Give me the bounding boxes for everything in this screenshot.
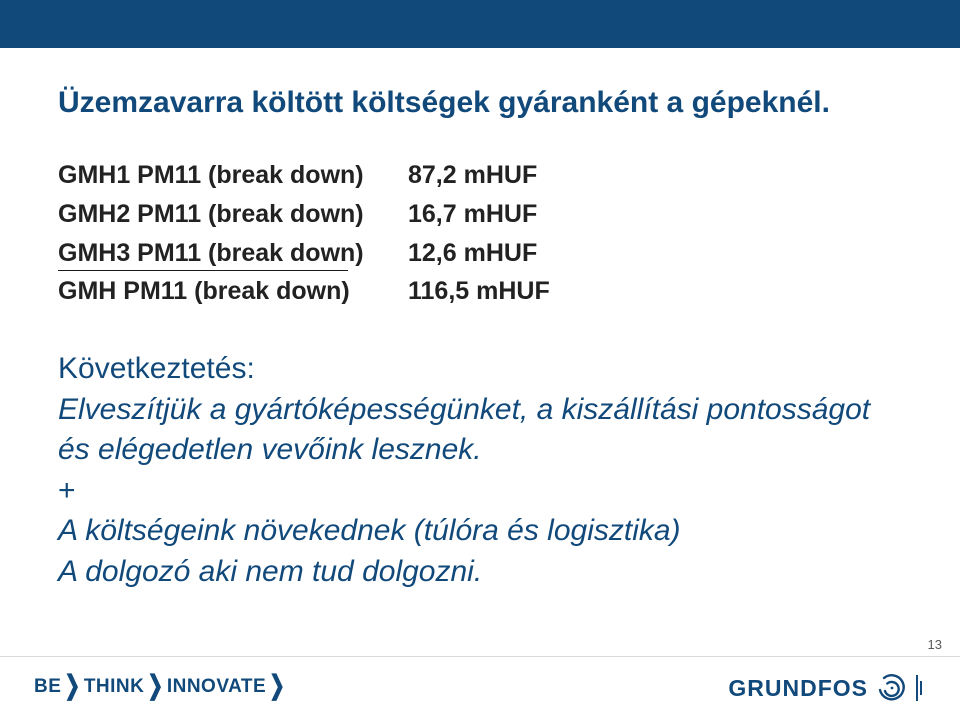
footer-divider <box>0 656 960 657</box>
row-label: GMH1 PM11 (break down) <box>58 156 408 195</box>
table-row: GMH2 PM11 (break down) 16,7 mHUF <box>58 195 902 234</box>
tagline: BE ❯ THINK ❯ INNOVATE ❯ <box>34 675 286 698</box>
conclusion-label: Következtetés: <box>58 349 902 390</box>
tagline-innovate: INNOVATE <box>167 676 266 698</box>
brand-logo: GRUNDFOS <box>728 670 926 706</box>
row-value: 12,6 mHUF <box>408 234 537 273</box>
row-value: 87,2 mHUF <box>408 156 537 195</box>
row-label: GMH PM11 (break down) <box>58 272 408 311</box>
slide: Üzemzavarra költött költségek gyáranként… <box>0 0 960 716</box>
tagline-think: THINK <box>84 676 145 698</box>
conclusion-block: Következtetés: Elveszítjük a gyártóképes… <box>58 349 902 592</box>
logo-accent-icon <box>916 671 926 705</box>
row-label: GMH2 PM11 (break down) <box>58 195 408 234</box>
conclusion-plus: + <box>58 471 902 512</box>
conclusion-line: Elveszítjük a gyártóképességünket, a kis… <box>58 390 902 471</box>
row-value: 16,7 mHUF <box>408 195 537 234</box>
chevron-right-icon: ❯ <box>147 670 163 702</box>
table-summary-row: GMH PM11 (break down) 116,5 mHUF <box>58 272 902 311</box>
row-label: GMH3 PM11 (break down) <box>58 234 408 273</box>
chevron-right-icon: ❯ <box>269 670 285 702</box>
slide-title: Üzemzavarra költött költségek gyáranként… <box>58 86 902 120</box>
table-row: GMH3 PM11 (break down) 12,6 mHUF <box>58 234 902 273</box>
logo-text: GRUNDFOS <box>728 675 868 702</box>
footer: BE ❯ THINK ❯ INNOVATE ❯ GRUNDFOS <box>0 656 960 716</box>
page-number: 13 <box>928 637 942 652</box>
tagline-be: BE <box>34 676 61 698</box>
row-value: 116,5 mHUF <box>408 272 550 311</box>
table-row: GMH1 PM11 (break down) 87,2 mHUF <box>58 156 902 195</box>
data-table: GMH1 PM11 (break down) 87,2 mHUF GMH2 PM… <box>58 156 902 311</box>
content-area: Üzemzavarra költött költségek gyáranként… <box>58 86 902 592</box>
logo-icon <box>874 670 910 706</box>
conclusion-line: A költségeink növekednek (túlóra és logi… <box>58 511 902 552</box>
conclusion-line: A dolgozó aki nem tud dolgozni. <box>58 552 902 593</box>
top-bar <box>0 0 960 48</box>
chevron-right-icon: ❯ <box>64 670 80 702</box>
